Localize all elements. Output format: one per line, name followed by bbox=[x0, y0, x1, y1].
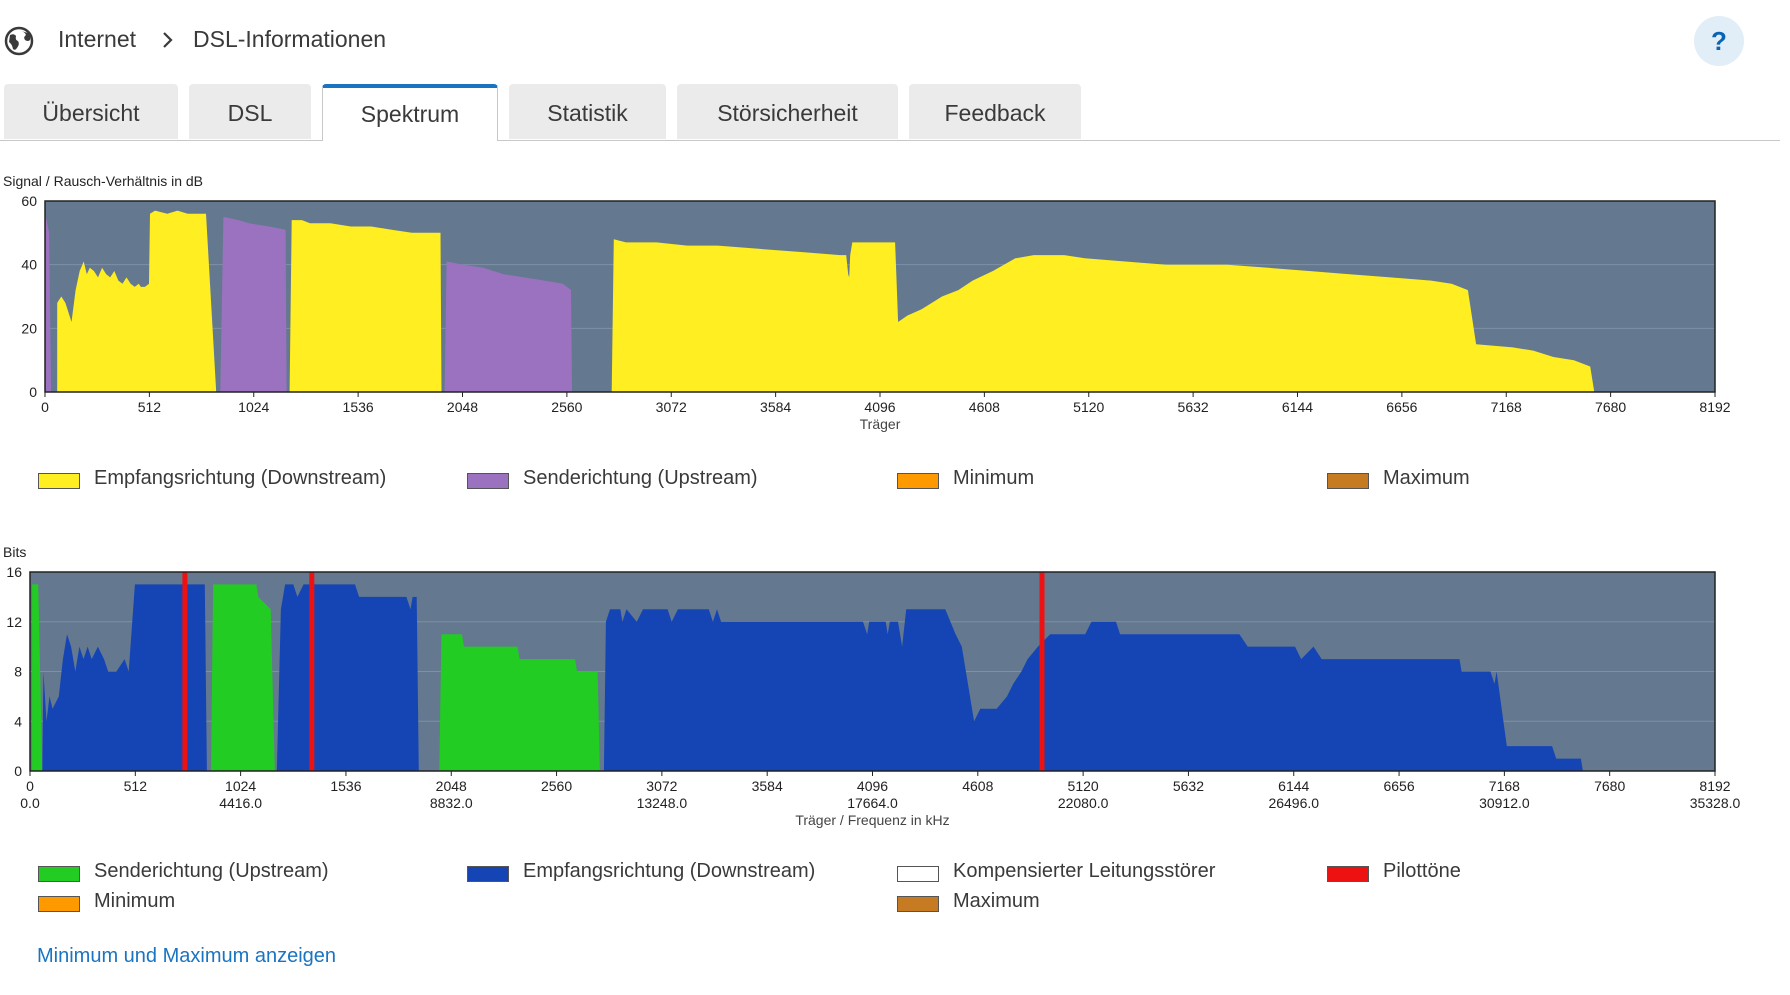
bits-ytick-label: 8 bbox=[14, 664, 22, 680]
bits-xtick-khz-label: 22080.0 bbox=[1058, 795, 1109, 811]
legend-label: Minimum bbox=[953, 467, 1035, 489]
snr-xtick-label: 5632 bbox=[1178, 399, 1209, 415]
bits-series-0-area bbox=[32, 584, 600, 771]
snr-xtick-label: 0 bbox=[41, 399, 49, 415]
help-button[interactable]: ? bbox=[1694, 16, 1744, 66]
legend-label: Senderichtung (Upstream) bbox=[523, 467, 758, 489]
bits-pilot-tone bbox=[1039, 572, 1045, 771]
bits-xtick-label: 5120 bbox=[1068, 778, 1099, 794]
legend-label: Empfangsrichtung (Downstream) bbox=[523, 860, 816, 882]
bits-xtick-label: 7168 bbox=[1489, 778, 1520, 794]
page-title: DSL-Informationen bbox=[193, 26, 387, 52]
snr-xtick-label: 3072 bbox=[656, 399, 687, 415]
bits-xtick-label: 2048 bbox=[436, 778, 467, 794]
snr-series-1-area bbox=[46, 216, 572, 392]
legend-swatch bbox=[1327, 866, 1369, 882]
bits-xtick-label: 512 bbox=[124, 778, 148, 794]
bits-xtick-label: 7680 bbox=[1594, 778, 1625, 794]
legend-swatch bbox=[897, 896, 939, 912]
snr-xtick-label: 6144 bbox=[1282, 399, 1313, 415]
bits-xtick-label: 1024 bbox=[225, 778, 256, 794]
legend-swatch bbox=[467, 866, 509, 882]
bits-xtick-khz-label: 0.0 bbox=[20, 795, 40, 811]
tab-bar: Übersicht DSL Spektrum Statistik Störsic… bbox=[0, 84, 1780, 141]
legend-label: Kompensierter Leitungsstörer bbox=[953, 860, 1216, 882]
bits-pilot-tone bbox=[182, 572, 188, 771]
legend-swatch bbox=[467, 473, 509, 489]
legend-label: Senderichtung (Upstream) bbox=[94, 860, 329, 882]
snr-xtick-label: 4608 bbox=[969, 399, 1000, 415]
bits-xtick-label: 0 bbox=[26, 778, 34, 794]
bits-ytick-label: 0 bbox=[14, 763, 22, 779]
legend-label: Maximum bbox=[1383, 467, 1470, 489]
snr-xtick-label: 1536 bbox=[343, 399, 374, 415]
bits-xtick-khz-label: 30912.0 bbox=[1479, 795, 1530, 811]
snr-xtick-label: 3584 bbox=[760, 399, 791, 415]
snr-xtick-label: 2560 bbox=[551, 399, 582, 415]
snr-xlabel: Träger bbox=[860, 416, 901, 432]
legend-swatch bbox=[897, 473, 939, 489]
tab-dsl[interactable]: DSL bbox=[189, 84, 311, 139]
bits-xtick-label: 2560 bbox=[541, 778, 572, 794]
legend-swatch bbox=[38, 866, 80, 882]
legend-swatch bbox=[897, 866, 939, 882]
breadcrumb-internet[interactable]: Internet bbox=[58, 26, 136, 52]
bits-xtick-khz-label: 13248.0 bbox=[637, 795, 688, 811]
tab-statistik[interactable]: Statistik bbox=[509, 84, 666, 139]
bits-xtick-khz-label: 35328.0 bbox=[1690, 795, 1741, 811]
bits-xtick-khz-label: 4416.0 bbox=[219, 795, 262, 811]
bits-xtick-label: 4096 bbox=[857, 778, 888, 794]
snr-xtick-label: 8192 bbox=[1699, 399, 1730, 415]
bits-xtick-label: 5632 bbox=[1173, 778, 1204, 794]
snr-xtick-label: 1024 bbox=[238, 399, 269, 415]
bits-pilot-tone bbox=[309, 572, 315, 771]
bits-xtick-label: 3584 bbox=[752, 778, 783, 794]
bits-xtick-label: 3072 bbox=[646, 778, 677, 794]
bits-xtick-khz-label: 17664.0 bbox=[847, 795, 898, 811]
legend-label: Maximum bbox=[953, 890, 1040, 912]
bits-title: Bits bbox=[3, 544, 26, 560]
snr-ytick-label: 40 bbox=[21, 257, 37, 273]
snr-xtick-label: 6656 bbox=[1386, 399, 1417, 415]
snr-xtick-label: 7168 bbox=[1491, 399, 1522, 415]
bits-xtick-label: 8192 bbox=[1699, 778, 1730, 794]
snr-xtick-label: 2048 bbox=[447, 399, 478, 415]
globe-icon bbox=[4, 26, 34, 56]
bits-xtick-label: 4608 bbox=[962, 778, 993, 794]
bits-xtick-khz-label: 8832.0 bbox=[430, 795, 473, 811]
legend-swatch bbox=[1327, 473, 1369, 489]
bits-xtick-label: 6656 bbox=[1383, 778, 1414, 794]
snr-ytick-label: 20 bbox=[21, 320, 37, 336]
legend-label: Empfangsrichtung (Downstream) bbox=[94, 467, 387, 489]
bits-xtick-khz-label: 26496.0 bbox=[1268, 795, 1319, 811]
bits-ytick-label: 4 bbox=[14, 713, 22, 729]
legend-swatch bbox=[38, 896, 80, 912]
legend-label: Pilottöne bbox=[1383, 860, 1461, 882]
show-min-max-link[interactable]: Minimum und Maximum anzeigen bbox=[37, 945, 337, 967]
bits-xlabel: Träger / Frequenz in kHz bbox=[795, 812, 949, 828]
snr-xtick-label: 4096 bbox=[864, 399, 895, 415]
bits-xtick-label: 6144 bbox=[1278, 778, 1309, 794]
chevron-right-icon bbox=[163, 32, 173, 48]
bits-series-1-area bbox=[42, 584, 1583, 771]
snr-series-0-area bbox=[57, 210, 1595, 392]
snr-ytick-label: 60 bbox=[21, 193, 37, 209]
snr-chart: 0 20 40 60 0 512 1024 1536 2048 2560 3072 3584 4096 4… bbox=[3, 173, 1731, 432]
snr-ytick-label: 0 bbox=[29, 384, 37, 400]
bits-ytick-label: 16 bbox=[6, 564, 22, 580]
snr-xtick-label: 7680 bbox=[1595, 399, 1626, 415]
legend-label: Minimum bbox=[94, 890, 176, 912]
bits-xtick-label: 1536 bbox=[330, 778, 361, 794]
bits-ytick-label: 12 bbox=[6, 614, 22, 630]
tab-uebersicht[interactable]: Übersicht bbox=[4, 84, 178, 139]
tab-spektrum[interactable]: Spektrum bbox=[322, 84, 498, 141]
page-header: Internet DSL-Informationen ? bbox=[0, 0, 1780, 80]
snr-title: Signal / Rausch-Verhältnis in dB bbox=[3, 173, 203, 189]
snr-xtick-label: 512 bbox=[138, 399, 162, 415]
tab-feedback[interactable]: Feedback bbox=[909, 84, 1081, 139]
tab-stoersicherheit[interactable]: Störsicherheit bbox=[677, 84, 898, 139]
snr-xtick-label: 5120 bbox=[1073, 399, 1104, 415]
legend-swatch bbox=[38, 473, 80, 489]
